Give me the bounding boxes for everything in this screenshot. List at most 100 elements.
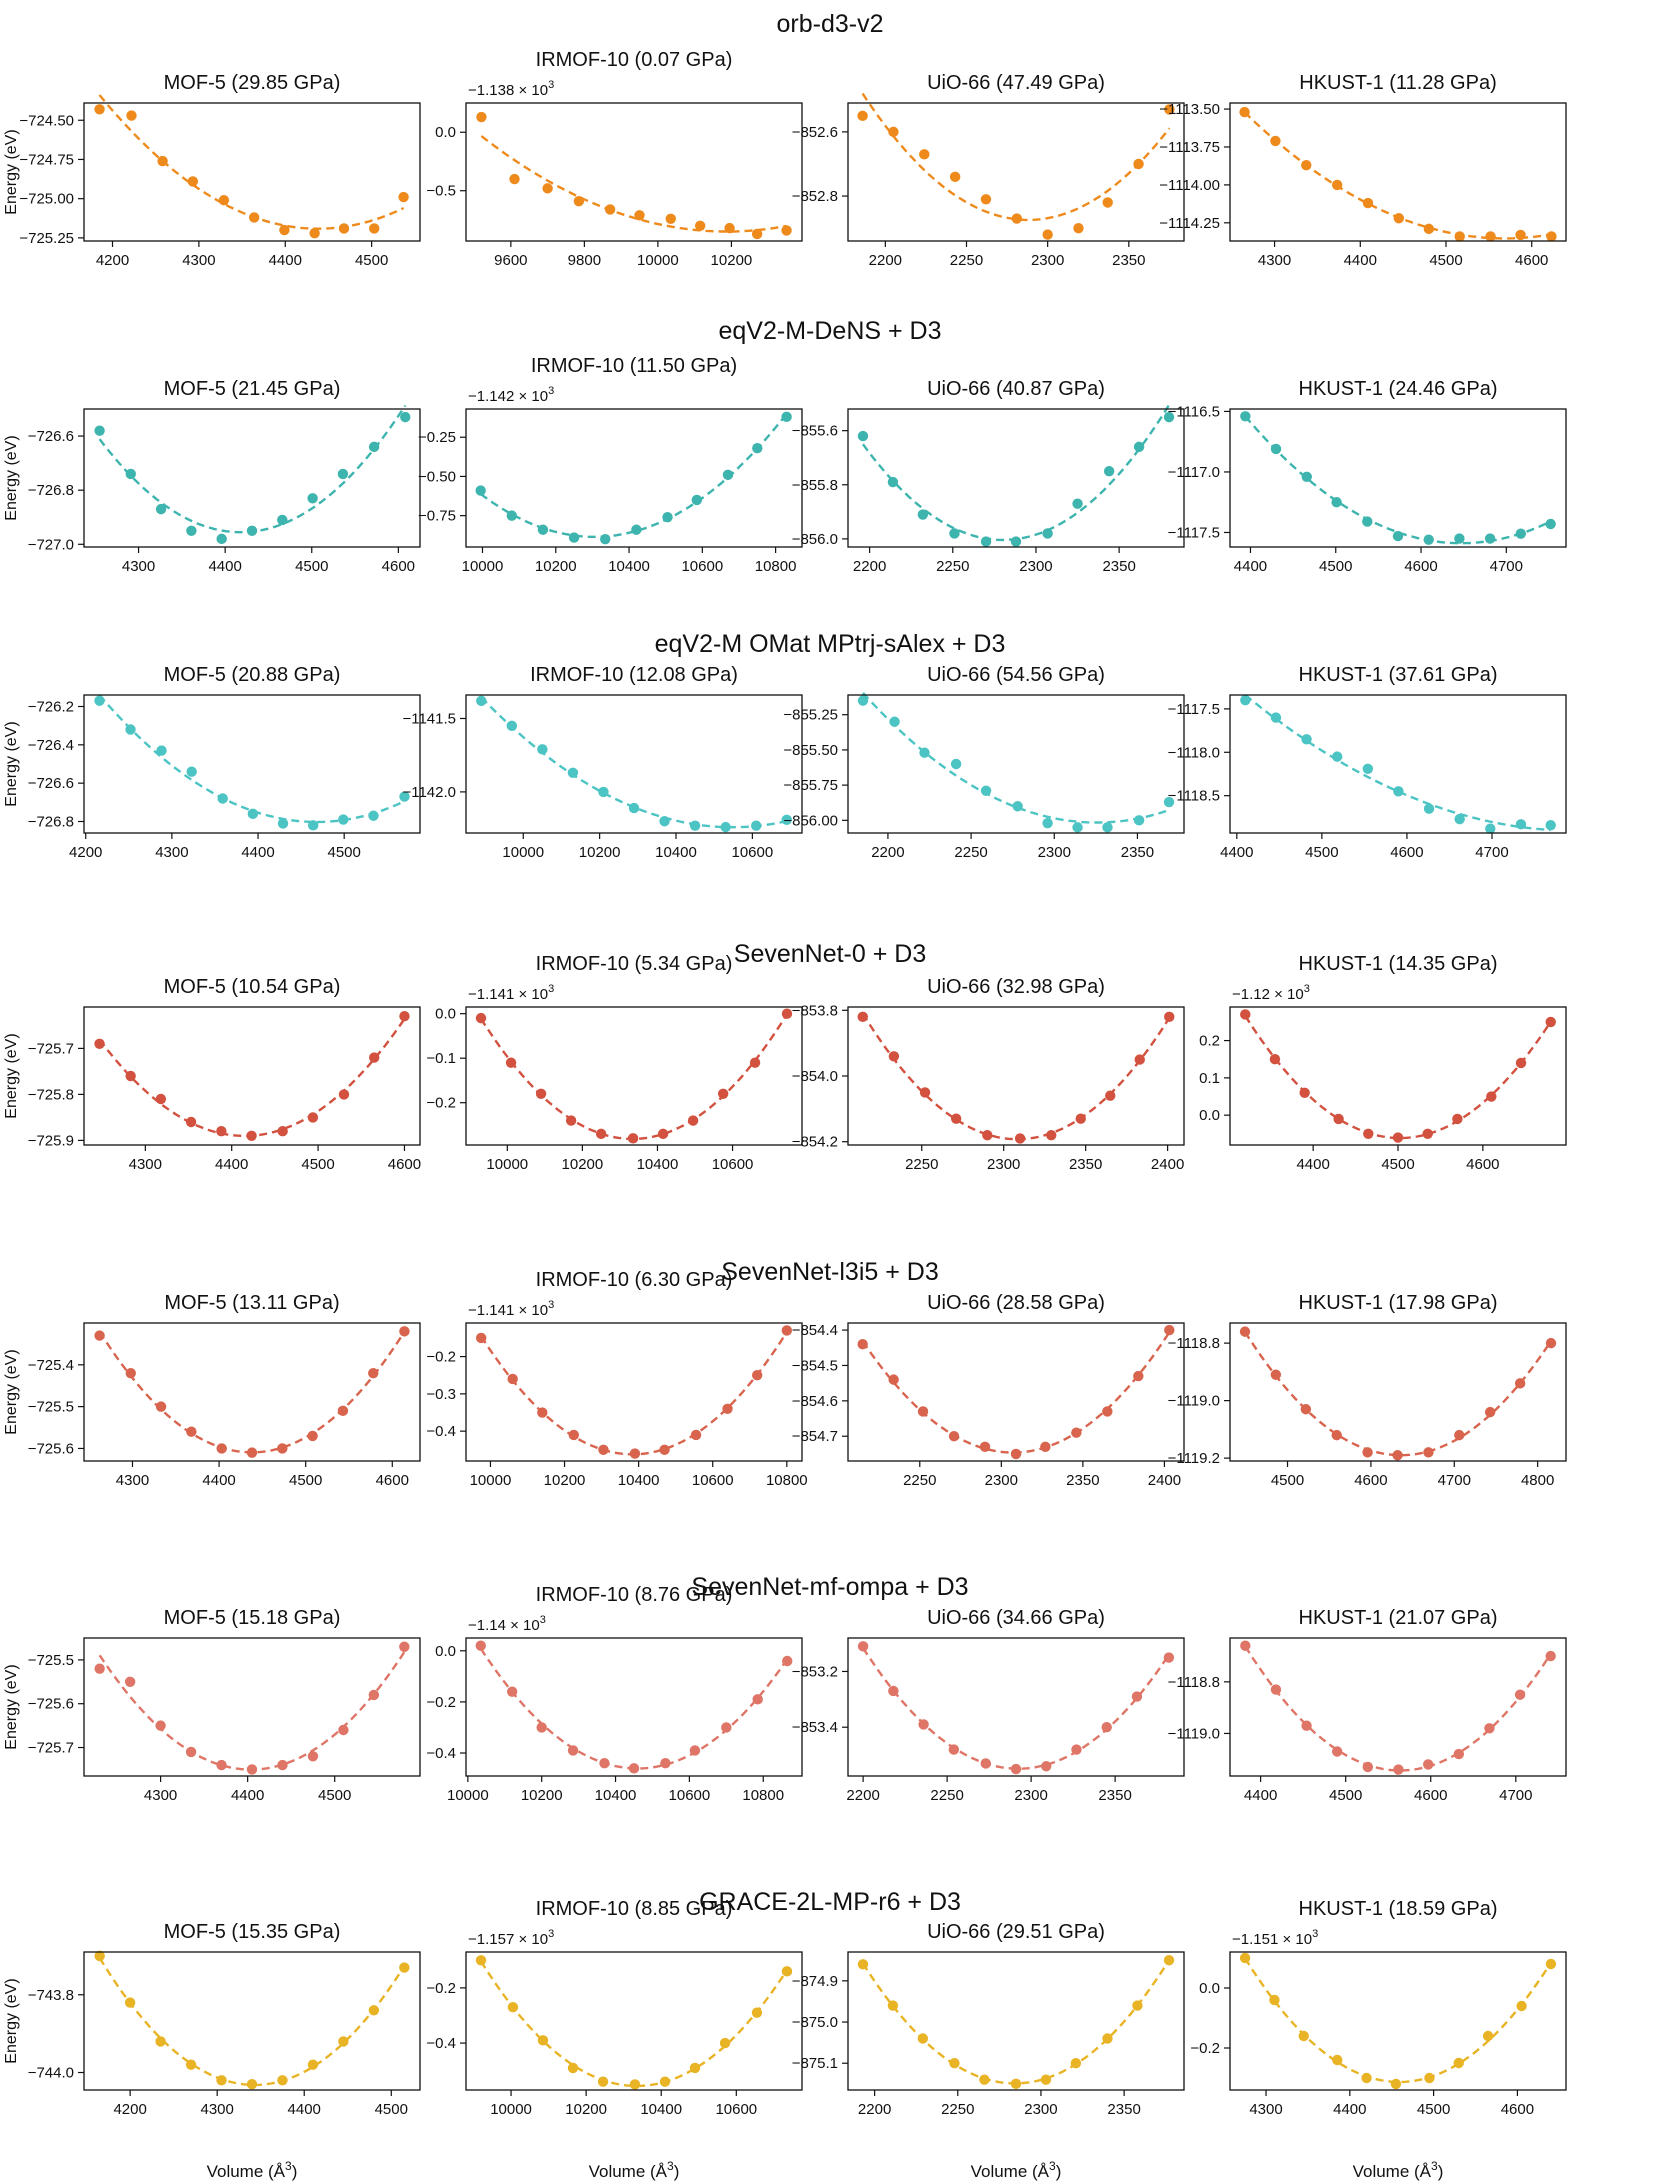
x-tick-label: 4400 <box>241 844 274 861</box>
x-tick-label: 10000 <box>490 2101 532 2118</box>
data-point <box>573 196 585 207</box>
y-tick-label: −725.5 <box>28 1652 74 1669</box>
x-tick-label: 10400 <box>637 1156 679 1173</box>
data-point <box>399 1641 410 1652</box>
x-tick-label: 10400 <box>618 1472 660 1489</box>
x-tick-label: 2200 <box>869 252 902 269</box>
panel-sevennet-0-d3-3: HKUST-1 (14.35 GPa) −1.12 × 103 4400 4500 46… <box>1199 953 1567 1173</box>
data-point <box>628 802 640 814</box>
y-tick-label: 0.0 <box>435 1006 456 1023</box>
y-tick-label: 0.0 <box>435 1643 456 1660</box>
y-tick-label: −0.5 <box>426 183 456 200</box>
data-point <box>125 1070 136 1082</box>
data-point <box>124 1997 136 2008</box>
fit-curve <box>479 1013 789 1141</box>
axes-frame <box>83 102 421 242</box>
y-tick-label: 0.0 <box>1199 1980 1220 1997</box>
data-point <box>1393 786 1404 797</box>
data-point <box>665 213 676 224</box>
panel-eqv2-m-dens-d3-3: HKUST-1 (24.46 GPa) 4400 4500 4600 4700 −1116… <box>1168 378 1567 575</box>
data-point <box>1392 1450 1403 1461</box>
data-point <box>659 816 670 827</box>
data-point <box>1514 1689 1526 1700</box>
y-tick-label: −724.75 <box>19 151 74 168</box>
x-tick-label: 4300 <box>1258 252 1291 269</box>
data-point <box>1514 1378 1526 1389</box>
data-point <box>537 744 548 755</box>
panel-title: UiO-66 (32.98 GPa) <box>927 976 1105 998</box>
x-tick-label: 2250 <box>936 558 969 575</box>
data-point <box>368 1689 380 1701</box>
data-point <box>687 1115 699 1126</box>
axes-frame <box>847 408 1185 548</box>
panel-orb-d3-v2-3: HKUST-1 (11.28 GPa) 4300 4400 4500 4600 −1113… <box>1159 72 1567 269</box>
axes-frame <box>1229 408 1567 548</box>
x-tick-label: 4400 <box>1244 1787 1277 1804</box>
panel-eqv2-m-omat-mptrj-salex-d3-0: MOF-5 (20.88 GPa) 4200 4300 4400 4500 −726.2 −… <box>3 664 421 861</box>
y-tick-label: −1142.0 <box>402 784 456 801</box>
x-tick-label: 4400 <box>202 1472 235 1489</box>
x-tick-label: 4500 <box>1417 2101 1450 2118</box>
data-point <box>1362 1447 1373 1458</box>
data-point <box>1072 822 1083 833</box>
data-point <box>917 2033 929 2044</box>
x-tick-label: 2200 <box>846 1787 879 1804</box>
panel-title: MOF-5 (15.35 GPa) <box>164 1921 341 1943</box>
data-point <box>659 2076 671 2087</box>
x-tick-label: 10600 <box>712 1156 754 1173</box>
data-point <box>1484 1406 1496 1418</box>
panel-title: IRMOF-10 (0.07 GPa) <box>536 49 733 71</box>
data-point <box>506 510 518 521</box>
data-point <box>1240 695 1251 706</box>
data-point <box>1133 441 1145 453</box>
x-tick-label: 2200 <box>858 2101 891 2118</box>
x-tick-label: 10000 <box>637 252 679 269</box>
x-axis-label: Volume (Å3) <box>1353 2159 1444 2181</box>
data-point <box>94 1038 105 1050</box>
data-point <box>125 724 136 735</box>
data-point <box>950 758 962 770</box>
data-point <box>277 1443 288 1454</box>
data-point <box>475 485 486 496</box>
data-point <box>1163 1652 1175 1663</box>
x-tick-label: 2250 <box>905 1156 938 1173</box>
data-point <box>185 1116 197 1128</box>
data-point <box>689 2062 701 2074</box>
x-tick-label: 10200 <box>711 252 753 269</box>
data-point <box>565 1115 577 1126</box>
data-point <box>722 469 734 481</box>
data-point <box>125 1367 136 1379</box>
data-point <box>156 745 167 756</box>
data-point <box>1041 1761 1052 1772</box>
fit-curve <box>98 94 405 230</box>
data-point <box>979 2074 990 2085</box>
panel-eqv2-m-omat-mptrj-salex-d3-2: UiO-66 (54.56 GPa) 2200 2250 2300 2350 −855.2… <box>783 664 1185 861</box>
y-tick-label: −0.4 <box>426 1745 456 1762</box>
data-point <box>781 1008 793 1019</box>
data-point <box>247 808 259 820</box>
x-tick-label: 9600 <box>494 252 527 269</box>
y-tick-label: −855.6 <box>792 423 838 440</box>
data-point <box>1392 530 1404 542</box>
fit-curve <box>1244 1645 1552 1772</box>
data-point <box>186 525 197 536</box>
data-point <box>857 110 868 122</box>
y-tick-label: −854.4 <box>792 1322 838 1339</box>
data-point <box>1012 801 1023 812</box>
y-tick-label: −1117.0 <box>1168 464 1220 481</box>
x-tick-label: 2300 <box>1014 1787 1047 1804</box>
panel-title: UiO-66 (28.58 GPa) <box>927 1292 1105 1314</box>
data-point <box>537 2035 549 2046</box>
y-tick-label: −875.0 <box>792 2014 838 2031</box>
y-tick-label: 0.1 <box>1199 1070 1220 1087</box>
y-tick-label: −726.8 <box>28 814 74 831</box>
y-tick-label: −1118.5 <box>1168 788 1220 805</box>
panel-title: UiO-66 (47.49 GPa) <box>927 72 1105 94</box>
axes-frame <box>847 102 1185 242</box>
axes-frame <box>847 1322 1185 1462</box>
data-point <box>505 1057 517 1068</box>
y-tick-label: −0.2 <box>426 1349 456 1366</box>
x-tick-label: 4500 <box>295 558 328 575</box>
data-point <box>628 1763 640 1774</box>
x-tick-label: 2350 <box>1102 558 1135 575</box>
